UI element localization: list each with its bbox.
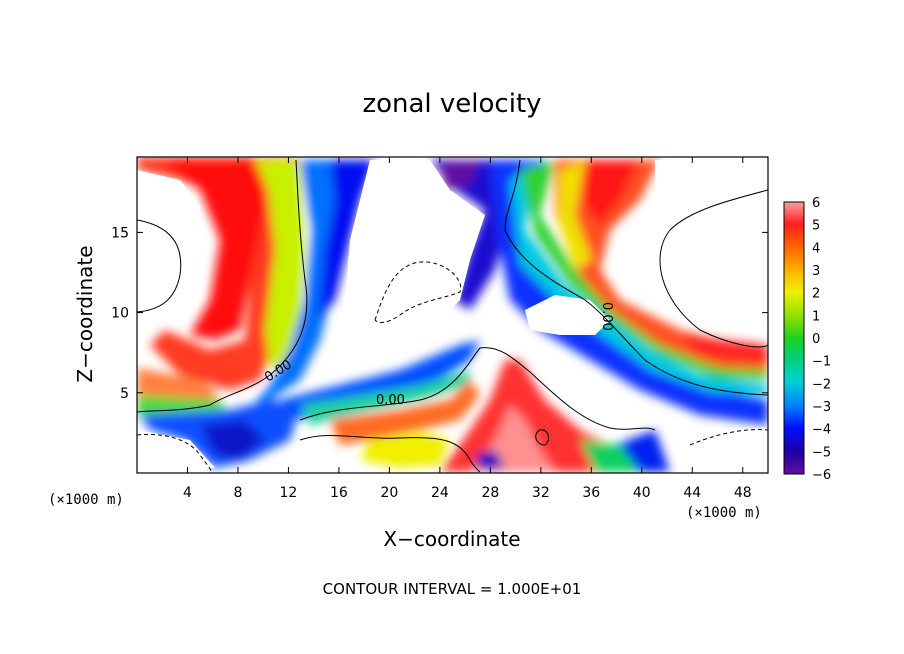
colorbar-tick-label: 4 xyxy=(812,241,820,256)
colorbar-tick-label: −5 xyxy=(812,445,831,460)
colorbar-tick-label: 6 xyxy=(812,196,820,211)
colorbar-tick-label: 5 xyxy=(812,219,820,234)
x-tick-label: 28 xyxy=(481,485,499,501)
colorbar-tick-label: −4 xyxy=(812,423,831,438)
x-tick-label: 44 xyxy=(683,485,701,501)
y-tick-label: 10 xyxy=(111,306,129,322)
colorbar-tick-label: −1 xyxy=(812,355,831,370)
colorbar-tick-label: 3 xyxy=(812,264,820,279)
colorbar-ticks: 6 5 4 3 2 1 0 −1 −2 −3 −4 −5 −6 xyxy=(812,196,831,483)
x-tick-label: 4 xyxy=(183,485,192,501)
y-tick-label: 5 xyxy=(120,386,129,402)
plot-frame xyxy=(136,156,769,474)
x-axis-ticks: 4 8 12 16 20 24 28 32 36 40 44 48 xyxy=(183,157,752,501)
x-tick-label: 32 xyxy=(532,485,550,501)
y-tick-label: 15 xyxy=(111,225,129,241)
contour-lines-negative xyxy=(137,261,768,473)
x-tick-label: 24 xyxy=(431,485,449,501)
contour-lines xyxy=(137,159,768,473)
colorbar-gradient xyxy=(783,201,805,475)
heatmap-field xyxy=(137,157,768,473)
colorbar: 6 5 4 3 2 1 0 −1 −2 −3 −4 −5 −6 xyxy=(783,196,831,483)
y-axis-ticks: 5 10 15 xyxy=(111,225,768,402)
x-axis-label: X−coordinate xyxy=(383,527,520,551)
x-axis-unit-label: (×1000 m) xyxy=(686,505,762,521)
colorbar-tick-label: −3 xyxy=(812,400,831,415)
colorbar-tick-label: −2 xyxy=(812,377,831,392)
contour-interval-note: CONTOUR INTERVAL = 1.000E+01 xyxy=(323,580,582,598)
plot-area: 0.00 0.00 0.00 4 8 12 16 20 24 28 32 36 40 44 48 51… xyxy=(111,156,769,501)
x-tick-label: 12 xyxy=(280,485,298,501)
x-tick-label: 20 xyxy=(380,485,398,501)
colorbar-tick-label: 0 xyxy=(812,332,820,347)
colorbar-tick-label: −6 xyxy=(812,468,831,483)
x-tick-label: 16 xyxy=(330,485,348,501)
colorbar-tick-label: 2 xyxy=(812,287,820,302)
y-axis-unit-label: (×1000 m) xyxy=(48,492,124,508)
chart-title: zonal velocity xyxy=(362,89,541,119)
contour-label: 0.00 xyxy=(599,302,614,331)
contour-label: 0.00 xyxy=(376,393,405,408)
x-tick-label: 40 xyxy=(633,485,651,501)
x-tick-label: 36 xyxy=(582,485,600,501)
y-axis-label: Z−coordinate xyxy=(73,245,97,382)
colorbar-tick-label: 1 xyxy=(812,309,820,324)
x-tick-label: 8 xyxy=(233,485,242,501)
x-tick-label: 48 xyxy=(734,485,752,501)
